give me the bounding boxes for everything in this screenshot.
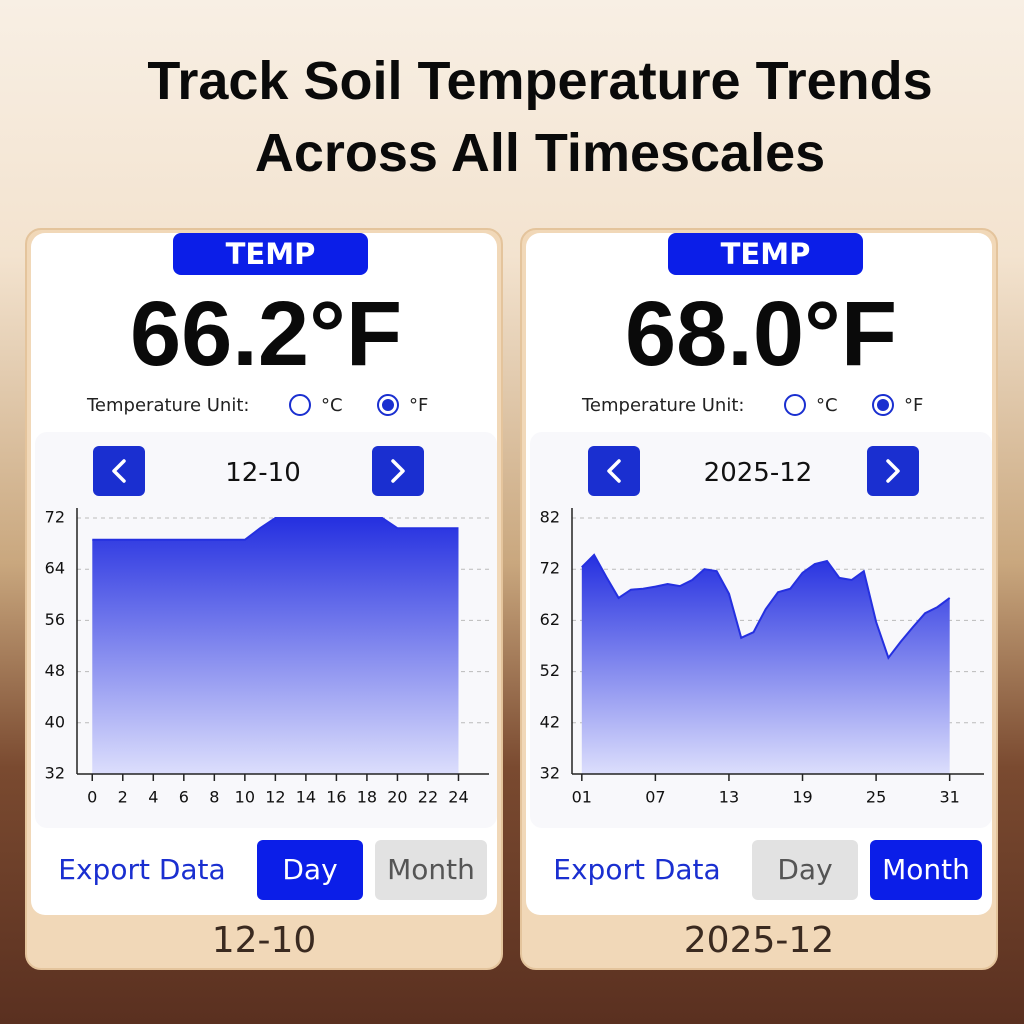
prev-button[interactable] [93,446,145,496]
radio-button[interactable] [872,394,894,416]
radio-button[interactable] [377,394,399,416]
y-tick-label: 72 [45,508,65,527]
panel: TEMP 68.0°F Temperature Unit: °C °F 2025-12 32… [520,228,998,970]
arrow [391,459,405,483]
arrow-icon [607,459,621,483]
badge: TEMP [173,233,368,275]
x-tick-label: 18 [357,788,377,807]
unit-option[interactable]: °C [816,395,838,416]
period-label: 12-10 [225,458,301,488]
unit-label: Temperature Unit: [87,395,250,416]
button[interactable]: Month [375,840,487,900]
button[interactable]: Day [257,840,363,900]
y-tick-label: 64 [45,559,65,578]
arrow-icon [391,459,405,483]
area-line [581,553,951,660]
button[interactable]: Export Data [58,853,226,886]
prev-button[interactable] [588,446,640,496]
area-fill [92,518,459,774]
button[interactable]: Day [752,840,858,900]
radio-button[interactable] [784,394,806,416]
chart: 32 42 52 62 72 82 01 07 13 19 25 31 [540,508,984,807]
x-tick-label: 20 [387,788,407,807]
headline: Across All Timescales [254,123,826,183]
footer-label: 2025-12 [683,920,835,961]
x-tick-label: 13 [719,788,739,807]
reading: 68.0°F [624,283,898,385]
arrow-icon [112,459,126,483]
x-tick-label: 14 [296,788,316,807]
y-tick-label: 32 [45,764,65,783]
y-tick-label: 62 [540,610,560,629]
y-tick-label: 48 [45,661,65,680]
x-tick-label: 24 [448,788,468,807]
x-tick-label: 07 [645,788,665,807]
unit-option[interactable]: °C [321,395,343,416]
arrow [112,459,126,483]
x-tick-label: 10 [235,788,255,807]
x-tick-label: 2 [118,788,128,807]
area-line [92,517,459,541]
arrow [607,459,621,483]
unit-option[interactable]: °F [409,395,429,416]
headline: Track Soil Temperature Trends [147,51,933,111]
x-tick-label: 19 [792,788,812,807]
panel: TEMP 66.2°F Temperature Unit: °C °F 12-10 32 40… [25,228,503,970]
y-tick-label: 56 [45,610,65,629]
x-tick-label: 25 [866,788,886,807]
next-button[interactable] [867,446,919,496]
x-tick-label: 0 [87,788,97,807]
y-tick-label: 82 [540,508,560,527]
footer-label: 12-10 [211,920,317,961]
x-tick-label: 12 [265,788,285,807]
unit-label: Temperature Unit: [582,395,745,416]
button[interactable]: Month [870,840,982,900]
y-tick-label: 42 [540,712,560,731]
x-tick-label: 6 [179,788,189,807]
period-label: 2025-12 [703,458,813,488]
button[interactable]: Export Data [553,853,721,886]
x-tick-label: 01 [572,788,592,807]
arrow-icon [886,459,900,483]
badge: TEMP [668,233,863,275]
y-tick-label: 52 [540,661,560,680]
x-tick-label: 16 [326,788,346,807]
y-tick-label: 72 [540,559,560,578]
x-tick-label: 4 [148,788,158,807]
radio-button[interactable] [289,394,311,416]
next-button[interactable] [372,446,424,496]
arrow [886,459,900,483]
y-tick-label: 32 [540,764,560,783]
unit-option[interactable]: °F [904,395,924,416]
reading: 66.2°F [129,283,403,385]
x-tick-label: 8 [209,788,219,807]
x-tick-label: 22 [418,788,438,807]
y-tick-label: 40 [45,712,65,731]
x-tick-label: 31 [939,788,959,807]
area-fill [581,554,950,774]
